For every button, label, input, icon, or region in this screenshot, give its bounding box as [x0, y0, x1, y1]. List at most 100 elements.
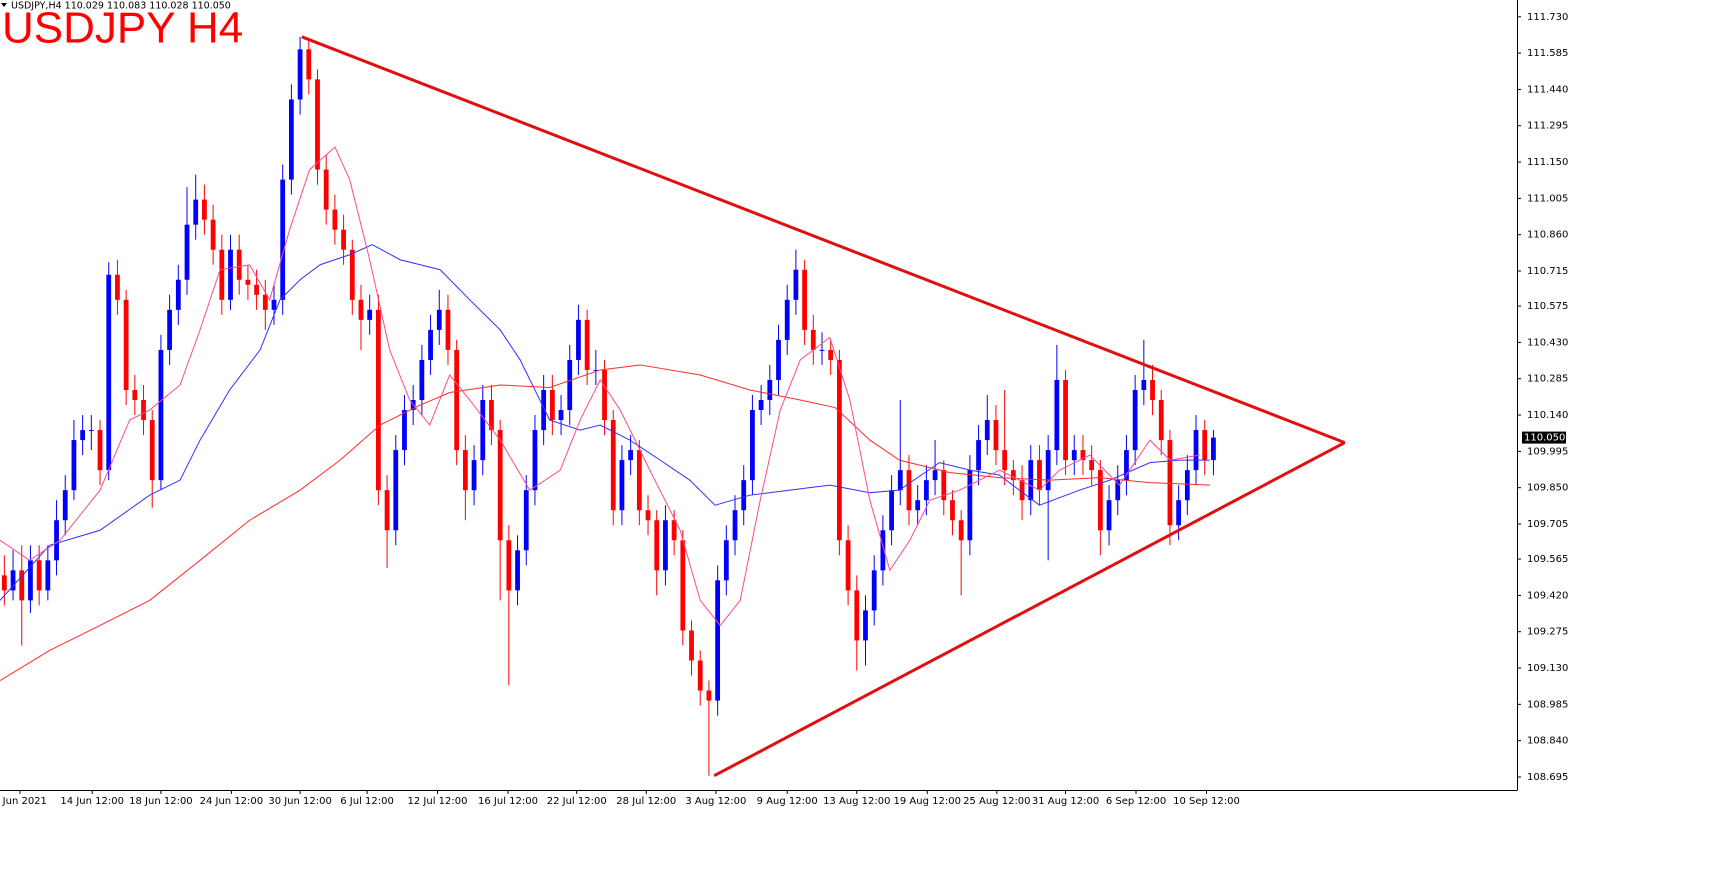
- candle-body: [776, 339, 781, 380]
- candle-body: [610, 420, 616, 511]
- candle-body: [750, 410, 755, 481]
- y-tick-label: 109.275: [1527, 627, 1568, 638]
- menu-marker: [1, 3, 7, 7]
- candle-body: [106, 274, 112, 471]
- moving-average: [0, 244, 1210, 601]
- candle-body: [1089, 460, 1095, 471]
- candle-body: [462, 450, 468, 491]
- candle-body: [819, 349, 825, 351]
- candle-body: [863, 610, 868, 641]
- candle-body: [628, 450, 634, 461]
- x-tick-label: 25 Aug 12:00: [963, 796, 1030, 807]
- candle-body: [10, 570, 16, 591]
- candle-body: [506, 540, 512, 591]
- candle-body: [663, 520, 668, 571]
- y-tick-label: 111.295: [1527, 121, 1568, 132]
- candle-body: [1141, 379, 1147, 390]
- candle-body: [967, 470, 973, 541]
- candle-body: [193, 199, 199, 225]
- candle-body: [141, 400, 146, 421]
- y-tick-label: 109.565: [1527, 554, 1568, 565]
- candle-body: [706, 690, 712, 701]
- candle-body: [262, 294, 268, 310]
- candle-body: [1124, 450, 1129, 481]
- y-tick-label: 109.420: [1527, 590, 1568, 601]
- candle-body: [115, 274, 120, 300]
- candle-body: [576, 319, 581, 360]
- y-tick-label: 111.730: [1527, 12, 1568, 23]
- candle-body: [984, 420, 990, 441]
- x-tick-label: 16 Jul 12:00: [478, 796, 538, 807]
- x-tick-label: 10 Sep 12:00: [1173, 796, 1240, 807]
- candle-body: [315, 79, 320, 170]
- candle-body: [497, 430, 503, 541]
- candle-body: [436, 309, 442, 330]
- candle-body: [1002, 450, 1008, 471]
- candle-body: [1071, 450, 1077, 461]
- candle-body: [1167, 440, 1173, 526]
- y-tick-label: 110.285: [1527, 374, 1568, 385]
- candle-body: [941, 470, 947, 501]
- candle-body: [1063, 379, 1068, 461]
- candle-body: [897, 470, 903, 491]
- candle-body: [1176, 500, 1182, 526]
- y-tick-label: 108.840: [1527, 736, 1568, 747]
- x-tick-label: 6 Sep 12:00: [1106, 796, 1166, 807]
- candle-body: [132, 389, 138, 401]
- candle-body: [1097, 470, 1103, 531]
- x-tick-label: 28 Jul 12:00: [616, 796, 676, 807]
- x-tick-label: 22 Jul 12:00: [547, 796, 607, 807]
- candle-body: [802, 269, 807, 330]
- chart-info: USDJPY,H4 110.029 110.083 110.028 110.05…: [11, 1, 231, 12]
- candle-body: [523, 490, 529, 551]
- trendline: [301, 35, 1346, 444]
- candle-body: [1037, 460, 1042, 491]
- candle-body: [1010, 470, 1016, 481]
- candle-body: [915, 500, 921, 511]
- candle-body: [489, 400, 494, 431]
- moving-average: [0, 364, 1210, 681]
- candle-body: [289, 99, 294, 180]
- candle-body: [349, 249, 355, 300]
- candle-body: [1, 575, 7, 591]
- candle-body: [367, 309, 373, 320]
- candle-body: [549, 389, 555, 421]
- candle-body: [332, 209, 338, 230]
- candle-body: [697, 660, 703, 691]
- y-tick-label: 110.430: [1527, 337, 1568, 348]
- candle-body: [950, 500, 955, 521]
- candle-body: [871, 570, 877, 611]
- candle-body: [358, 299, 364, 320]
- candle-body: [602, 369, 607, 421]
- candle-body: [175, 279, 181, 310]
- y-tick-label: 110.575: [1527, 301, 1568, 312]
- candle-body: [36, 560, 42, 591]
- candle-body: [567, 359, 573, 411]
- y-tick-label: 110.715: [1527, 266, 1568, 277]
- candle-body: [854, 590, 860, 641]
- candle-body: [245, 279, 251, 285]
- candle-body: [219, 249, 225, 300]
- candle-body: [689, 630, 694, 661]
- candle-body: [167, 309, 173, 350]
- candle-body: [645, 510, 651, 521]
- candle-body: [384, 490, 390, 531]
- candle-body: [341, 229, 346, 250]
- candle-body: [515, 550, 520, 591]
- y-tick-label: 108.985: [1527, 699, 1568, 710]
- candle-body: [619, 460, 625, 511]
- candle-body: [793, 269, 799, 300]
- candle-body: [889, 490, 894, 531]
- candle-body: [402, 410, 407, 451]
- candle-body: [845, 540, 851, 591]
- candle-body: [480, 400, 486, 461]
- current-price-box: [1522, 431, 1566, 444]
- candle-body: [1211, 437, 1216, 461]
- candle-body: [758, 400, 764, 411]
- candle-body: [454, 349, 460, 451]
- y-tick-label: 109.850: [1527, 483, 1568, 494]
- y-tick-label: 108.695: [1527, 772, 1568, 783]
- x-tick-label: 14 Jun 12:00: [60, 796, 124, 807]
